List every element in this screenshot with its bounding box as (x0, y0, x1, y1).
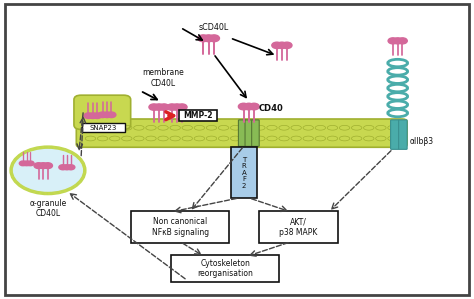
Text: membrane
CD40L: membrane CD40L (142, 68, 184, 88)
Circle shape (149, 104, 159, 110)
Circle shape (238, 103, 249, 110)
Circle shape (209, 35, 219, 42)
FancyBboxPatch shape (259, 211, 338, 243)
Circle shape (244, 103, 254, 110)
Circle shape (172, 104, 182, 110)
Circle shape (198, 35, 209, 42)
Circle shape (177, 104, 187, 110)
Circle shape (282, 42, 292, 48)
Circle shape (23, 161, 30, 166)
FancyBboxPatch shape (171, 255, 279, 282)
Circle shape (93, 113, 102, 118)
Circle shape (272, 42, 282, 48)
Circle shape (98, 112, 107, 118)
FancyBboxPatch shape (252, 120, 259, 147)
FancyBboxPatch shape (399, 120, 407, 150)
Circle shape (59, 165, 67, 170)
FancyBboxPatch shape (76, 119, 407, 147)
Text: Non canonical
NFκB signaling: Non canonical NFκB signaling (152, 217, 209, 237)
Circle shape (388, 38, 398, 44)
FancyBboxPatch shape (5, 4, 469, 295)
Circle shape (27, 161, 34, 166)
FancyBboxPatch shape (245, 120, 253, 147)
Text: α-granule
CD40L: α-granule CD40L (29, 199, 66, 218)
Text: CD40: CD40 (258, 104, 283, 113)
Text: T
R
A
F
2: T R A F 2 (242, 157, 246, 189)
Circle shape (167, 104, 177, 110)
Circle shape (19, 161, 27, 166)
Circle shape (393, 38, 402, 44)
Text: SNAP23: SNAP23 (90, 125, 117, 131)
Circle shape (154, 104, 164, 110)
Circle shape (34, 163, 43, 169)
Circle shape (43, 163, 53, 169)
Circle shape (203, 35, 214, 42)
Circle shape (102, 112, 111, 118)
Circle shape (11, 147, 85, 193)
FancyBboxPatch shape (231, 147, 257, 199)
FancyBboxPatch shape (131, 211, 229, 243)
FancyBboxPatch shape (82, 123, 125, 132)
Text: AKT/
p38 MAPK: AKT/ p38 MAPK (279, 217, 318, 237)
Text: sCD40L: sCD40L (198, 23, 228, 32)
Circle shape (277, 42, 287, 48)
Circle shape (398, 38, 407, 44)
Circle shape (159, 104, 169, 110)
Text: αIIbβ3: αIIbβ3 (410, 137, 434, 146)
Circle shape (38, 163, 48, 169)
Circle shape (89, 113, 97, 118)
Circle shape (67, 165, 75, 170)
Text: Cytoskeleton
reorganisation: Cytoskeleton reorganisation (197, 259, 253, 278)
Circle shape (249, 103, 259, 110)
FancyBboxPatch shape (179, 110, 217, 121)
Circle shape (63, 165, 71, 170)
FancyBboxPatch shape (238, 120, 246, 147)
Circle shape (84, 113, 93, 118)
Circle shape (107, 112, 116, 118)
Text: MMP-2: MMP-2 (183, 111, 213, 120)
FancyBboxPatch shape (74, 95, 131, 129)
FancyBboxPatch shape (391, 120, 399, 150)
